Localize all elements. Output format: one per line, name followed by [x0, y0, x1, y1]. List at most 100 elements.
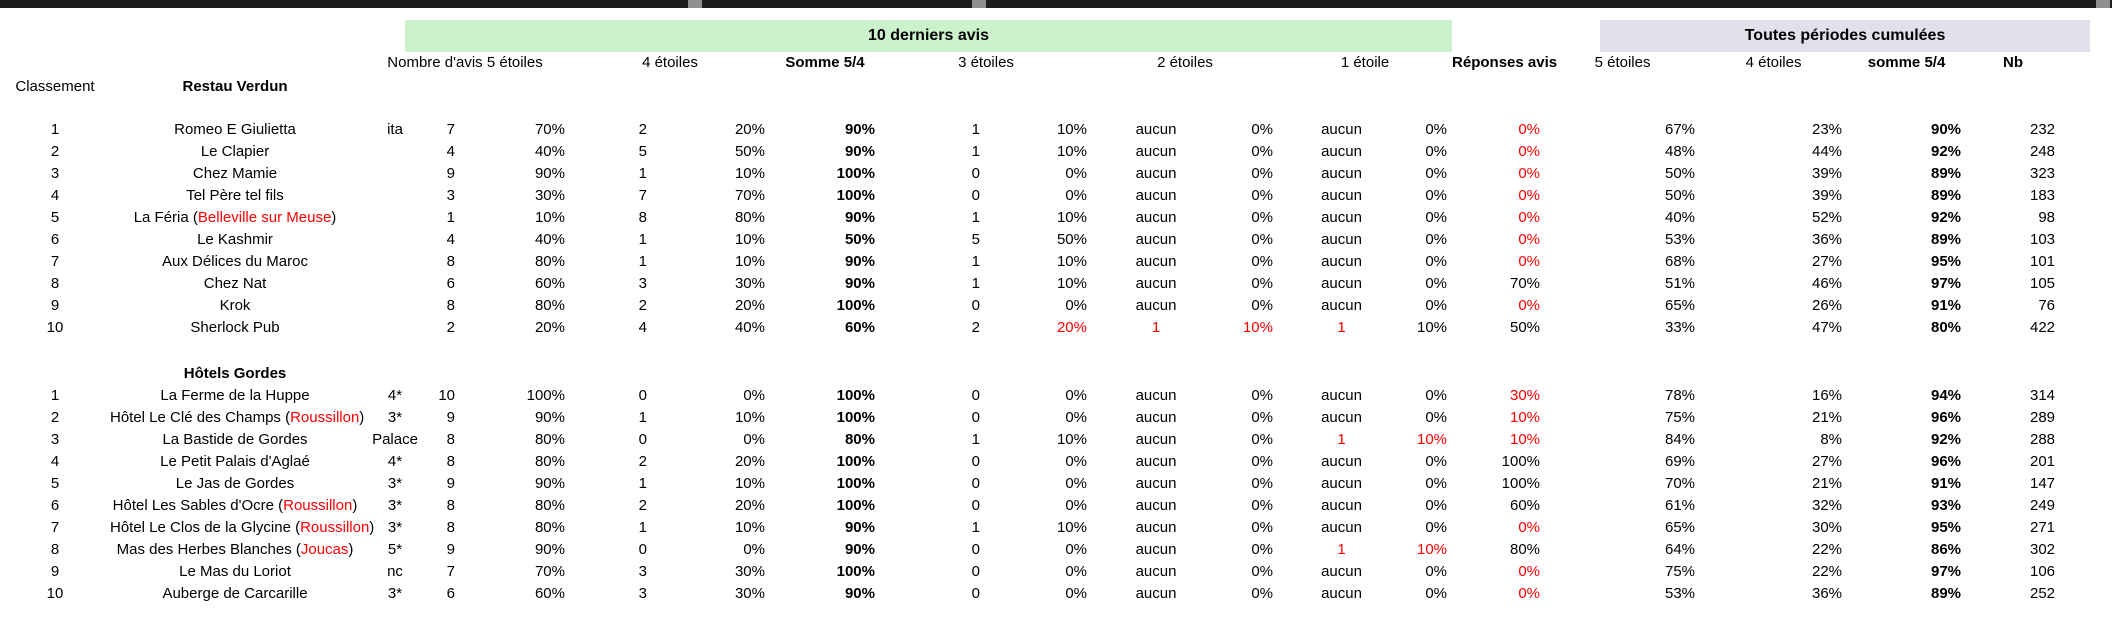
cell-n3_count[interactable]: 0	[971, 296, 980, 314]
cell-somme_5_4[interactable]: 100%	[836, 164, 875, 182]
cell-p5[interactable]: 90%	[534, 474, 565, 492]
cell-nb[interactable]: 271	[2030, 518, 2056, 536]
cell-nb[interactable]: 183	[2030, 186, 2056, 204]
cell-n4_count[interactable]: 0	[638, 540, 647, 558]
cell-cum_5[interactable]: 50%	[1665, 164, 1696, 182]
cell-rank[interactable]: 10	[46, 584, 64, 602]
cell-nb[interactable]: 98	[2038, 208, 2056, 226]
cell-p1[interactable]: 0%	[1425, 386, 1448, 404]
cell-p1[interactable]: 0%	[1425, 186, 1448, 204]
cell-n3_count[interactable]: 5	[971, 230, 980, 248]
cell-n4_count[interactable]: 8	[638, 208, 647, 226]
cell-n2_count[interactable]: aucun	[1135, 452, 1177, 470]
cell-somme_5_4[interactable]: 100%	[836, 408, 875, 426]
cell-cum_4[interactable]: 27%	[1812, 252, 1843, 270]
cell-cum_4[interactable]: 52%	[1812, 208, 1843, 226]
cell-n1_count[interactable]: aucun	[1321, 120, 1362, 138]
cell-p4[interactable]: 50%	[734, 142, 765, 160]
cell-category[interactable]	[360, 162, 430, 184]
cell-nb[interactable]: 101	[2030, 252, 2056, 270]
cell-p1[interactable]: 0%	[1425, 408, 1448, 426]
cell-n2_count[interactable]: aucun	[1135, 120, 1177, 138]
cell-p2[interactable]: 10%	[1242, 318, 1273, 336]
cell-reponses[interactable]: 0%	[1518, 120, 1541, 138]
cell-p2[interactable]: 0%	[1251, 208, 1273, 226]
cell-n2_count[interactable]: aucun	[1135, 142, 1177, 160]
cell-n1_count[interactable]: aucun	[1321, 562, 1362, 580]
cell-n3_count[interactable]: 0	[971, 408, 980, 426]
cell-p4[interactable]: 0%	[743, 540, 765, 558]
cell-reponses[interactable]: 0%	[1518, 296, 1541, 314]
cell-n5_count[interactable]: 8	[446, 518, 455, 536]
cell-p2[interactable]: 0%	[1251, 584, 1273, 602]
cell-category[interactable]	[360, 140, 430, 162]
cell-nb[interactable]: 103	[2030, 230, 2056, 248]
cell-rank[interactable]: 2	[50, 408, 60, 426]
cell-p2[interactable]: 0%	[1251, 408, 1273, 426]
cell-reponses[interactable]: 0%	[1518, 584, 1541, 602]
cell-nb[interactable]: 422	[2030, 318, 2056, 336]
cell-n1_count[interactable]: aucun	[1321, 252, 1362, 270]
cell-somme_5_4[interactable]: 90%	[844, 142, 875, 160]
cell-p1[interactable]: 10%	[1417, 430, 1448, 448]
cumulative-band-cell[interactable]: Toutes périodes cumulées	[1545, 20, 2112, 52]
cell-p3[interactable]: 0%	[1065, 562, 1087, 580]
cell-n1_count[interactable]: aucun	[1321, 518, 1362, 536]
cell-cum_5[interactable]: 75%	[1665, 408, 1696, 426]
cell-n3_count[interactable]: 0	[971, 474, 980, 492]
cell-cum_4[interactable]: 39%	[1812, 186, 1843, 204]
cell-n2_count[interactable]: aucun	[1135, 252, 1177, 270]
cell-rank[interactable]: 8	[50, 274, 60, 292]
cell-n3_count[interactable]: 0	[971, 386, 980, 404]
cell-somme_5_4[interactable]: 100%	[836, 386, 875, 404]
col-header-cum-5-stars[interactable]: 5 étoiles	[1594, 53, 1651, 71]
cell-rank[interactable]: 6	[50, 496, 60, 514]
col-header-cum-somme-5-4[interactable]: somme 5/4	[1867, 53, 1946, 71]
cell-n3_count[interactable]: 1	[971, 430, 980, 448]
cell-n2_count[interactable]: aucun	[1135, 540, 1177, 558]
cell-cum_somme_5_4[interactable]: 97%	[1931, 562, 1962, 580]
cell-somme_5_4[interactable]: 90%	[844, 120, 875, 138]
cell-n3_count[interactable]: 0	[971, 562, 980, 580]
cell-cum_5[interactable]: 68%	[1665, 252, 1696, 270]
cell-p4[interactable]: 30%	[734, 584, 765, 602]
cell-n4_count[interactable]: 1	[638, 474, 647, 492]
cell-p2[interactable]: 0%	[1251, 120, 1273, 138]
cell-n4_count[interactable]: 1	[638, 164, 647, 182]
cell-name[interactable]: Hôtel Les Sables d'Ocre (Roussillon)	[110, 494, 360, 516]
cell-p5[interactable]: 70%	[534, 120, 565, 138]
cell-p3[interactable]: 0%	[1065, 540, 1087, 558]
cell-n1_count[interactable]: aucun	[1321, 164, 1362, 182]
cell-name[interactable]: Le Kashmir	[110, 228, 360, 250]
cell-somme_5_4[interactable]: 90%	[844, 208, 875, 226]
cell-p4[interactable]: 10%	[734, 252, 765, 270]
cell-p1[interactable]: 0%	[1425, 252, 1448, 270]
cell-p2[interactable]: 0%	[1251, 562, 1273, 580]
cell-p4[interactable]: 10%	[734, 474, 765, 492]
cell-reponses[interactable]: 10%	[1510, 430, 1541, 448]
cell-n1_count[interactable]: 1	[1337, 540, 1346, 558]
cell-rank[interactable]: 1	[50, 120, 60, 138]
cell-n5_count[interactable]: 8	[446, 496, 455, 514]
cell-n5_count[interactable]: 8	[446, 252, 455, 270]
cell-p2[interactable]: 0%	[1251, 474, 1273, 492]
cell-n5_count[interactable]: 9	[446, 408, 455, 426]
cell-cum_5[interactable]: 65%	[1665, 296, 1696, 314]
cell-p2[interactable]: 0%	[1251, 430, 1273, 448]
cell-category[interactable]: 3*	[387, 518, 403, 536]
cell-somme_5_4[interactable]: 100%	[836, 186, 875, 204]
cell-n4_count[interactable]: 2	[638, 452, 647, 470]
cell-p3[interactable]: 10%	[1056, 252, 1087, 270]
cell-n5_count[interactable]: 4	[446, 142, 455, 160]
cell-somme_5_4[interactable]: 100%	[836, 452, 875, 470]
cell-cum_somme_5_4[interactable]: 86%	[1931, 540, 1962, 558]
cell-cum_somme_5_4[interactable]: 95%	[1931, 518, 1962, 536]
cell-p3[interactable]: 50%	[1056, 230, 1087, 248]
cell-p1[interactable]: 0%	[1425, 208, 1448, 226]
cell-cum_somme_5_4[interactable]: 91%	[1931, 296, 1962, 314]
col-header-3-stars[interactable]: 3 étoiles	[958, 53, 1014, 71]
cell-cum_somme_5_4[interactable]: 95%	[1931, 252, 1962, 270]
cell-n4_count[interactable]: 3	[638, 584, 647, 602]
cell-n5_count[interactable]: 8	[446, 452, 455, 470]
cell-cum_5[interactable]: 67%	[1665, 120, 1696, 138]
